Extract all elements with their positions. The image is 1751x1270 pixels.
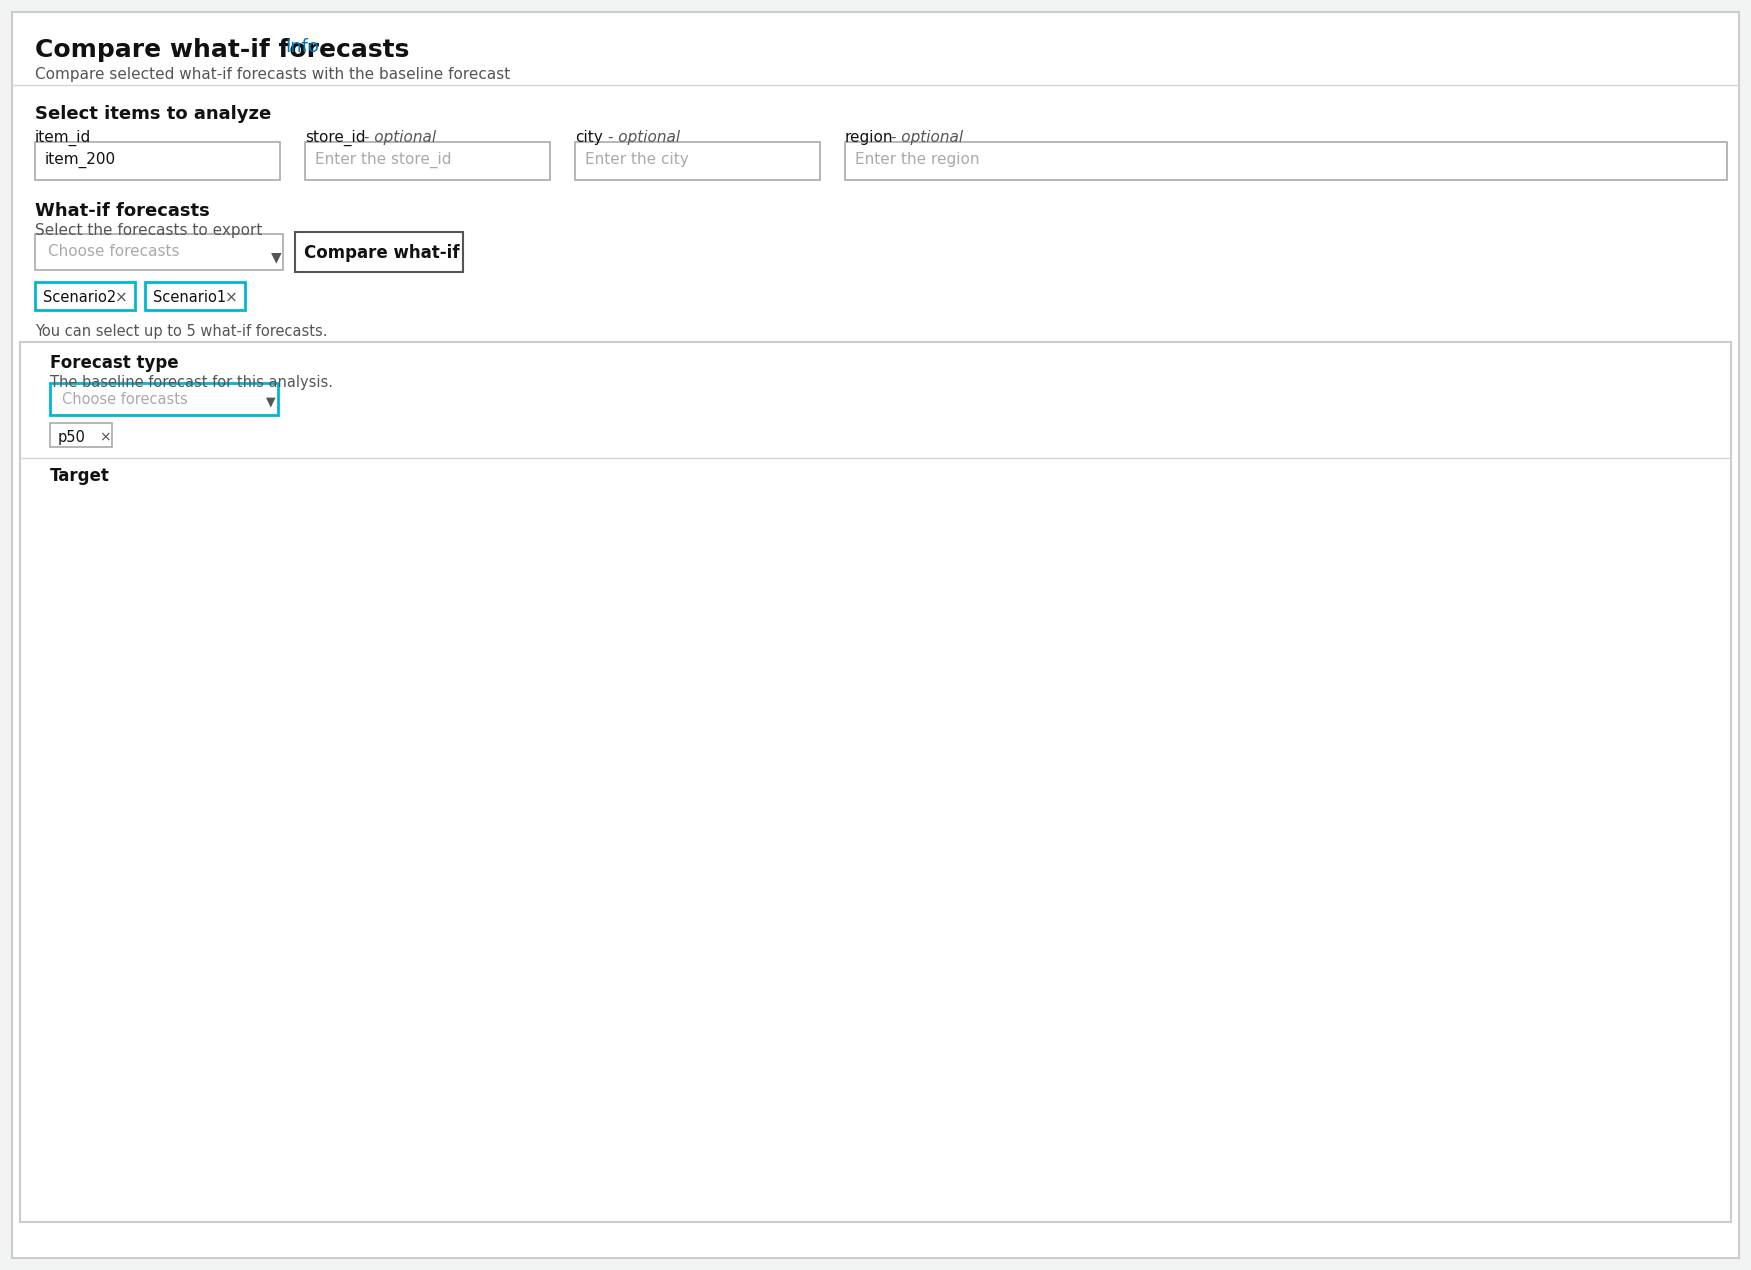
Text: The baseline forecast for this analysis.: The baseline forecast for this analysis. xyxy=(51,375,333,390)
FancyBboxPatch shape xyxy=(51,384,278,415)
Text: region: region xyxy=(846,130,893,145)
Text: city: city xyxy=(574,130,602,145)
Text: Target: Target xyxy=(51,467,110,485)
FancyBboxPatch shape xyxy=(35,142,280,180)
Text: Choose forecasts: Choose forecasts xyxy=(47,244,180,259)
Text: - optional: - optional xyxy=(886,130,963,145)
Text: Scenario2: Scenario2 xyxy=(44,290,116,305)
X-axis label: Time: Time xyxy=(893,1212,932,1227)
Text: ×: × xyxy=(116,290,128,305)
Text: Choose forecasts: Choose forecasts xyxy=(61,392,187,406)
Text: - optional: - optional xyxy=(602,130,679,145)
Text: ▼: ▼ xyxy=(266,395,275,409)
Text: Enter the city: Enter the city xyxy=(585,152,688,166)
Text: Enter the region: Enter the region xyxy=(854,152,979,166)
Text: Info: Info xyxy=(285,38,319,56)
Text: store_id: store_id xyxy=(305,130,366,146)
FancyBboxPatch shape xyxy=(574,142,819,180)
FancyBboxPatch shape xyxy=(35,234,284,271)
Text: ▼: ▼ xyxy=(271,250,282,264)
Text: Scenario1: Scenario1 xyxy=(152,290,226,305)
FancyBboxPatch shape xyxy=(305,142,550,180)
Text: Enter the store_id: Enter the store_id xyxy=(315,152,452,168)
Text: Select items to analyze: Select items to analyze xyxy=(35,105,271,123)
Text: ×: × xyxy=(224,290,238,305)
FancyBboxPatch shape xyxy=(19,342,1732,1222)
Text: Forecast type: Forecast type xyxy=(51,354,179,372)
Text: Select the forecasts to export: Select the forecasts to export xyxy=(35,224,263,237)
Text: item_200: item_200 xyxy=(46,152,116,168)
Text: - optional: - optional xyxy=(359,130,436,145)
Text: What-if forecasts: What-if forecasts xyxy=(35,202,210,220)
Text: item_id: item_id xyxy=(35,130,91,146)
FancyBboxPatch shape xyxy=(35,282,135,310)
Text: ×: × xyxy=(100,431,110,444)
Text: Compare selected what-if forecasts with the baseline forecast: Compare selected what-if forecasts with … xyxy=(35,67,510,83)
Text: Compare what-if: Compare what-if xyxy=(305,244,459,262)
FancyBboxPatch shape xyxy=(846,142,1726,180)
Text: Compare what-if forecasts: Compare what-if forecasts xyxy=(35,38,410,62)
FancyBboxPatch shape xyxy=(145,282,245,310)
Text: You can select up to 5 what-if forecasts.: You can select up to 5 what-if forecasts… xyxy=(35,324,327,339)
FancyBboxPatch shape xyxy=(12,11,1739,1259)
FancyBboxPatch shape xyxy=(51,423,112,447)
Text: p50: p50 xyxy=(58,431,86,444)
FancyBboxPatch shape xyxy=(294,232,462,272)
